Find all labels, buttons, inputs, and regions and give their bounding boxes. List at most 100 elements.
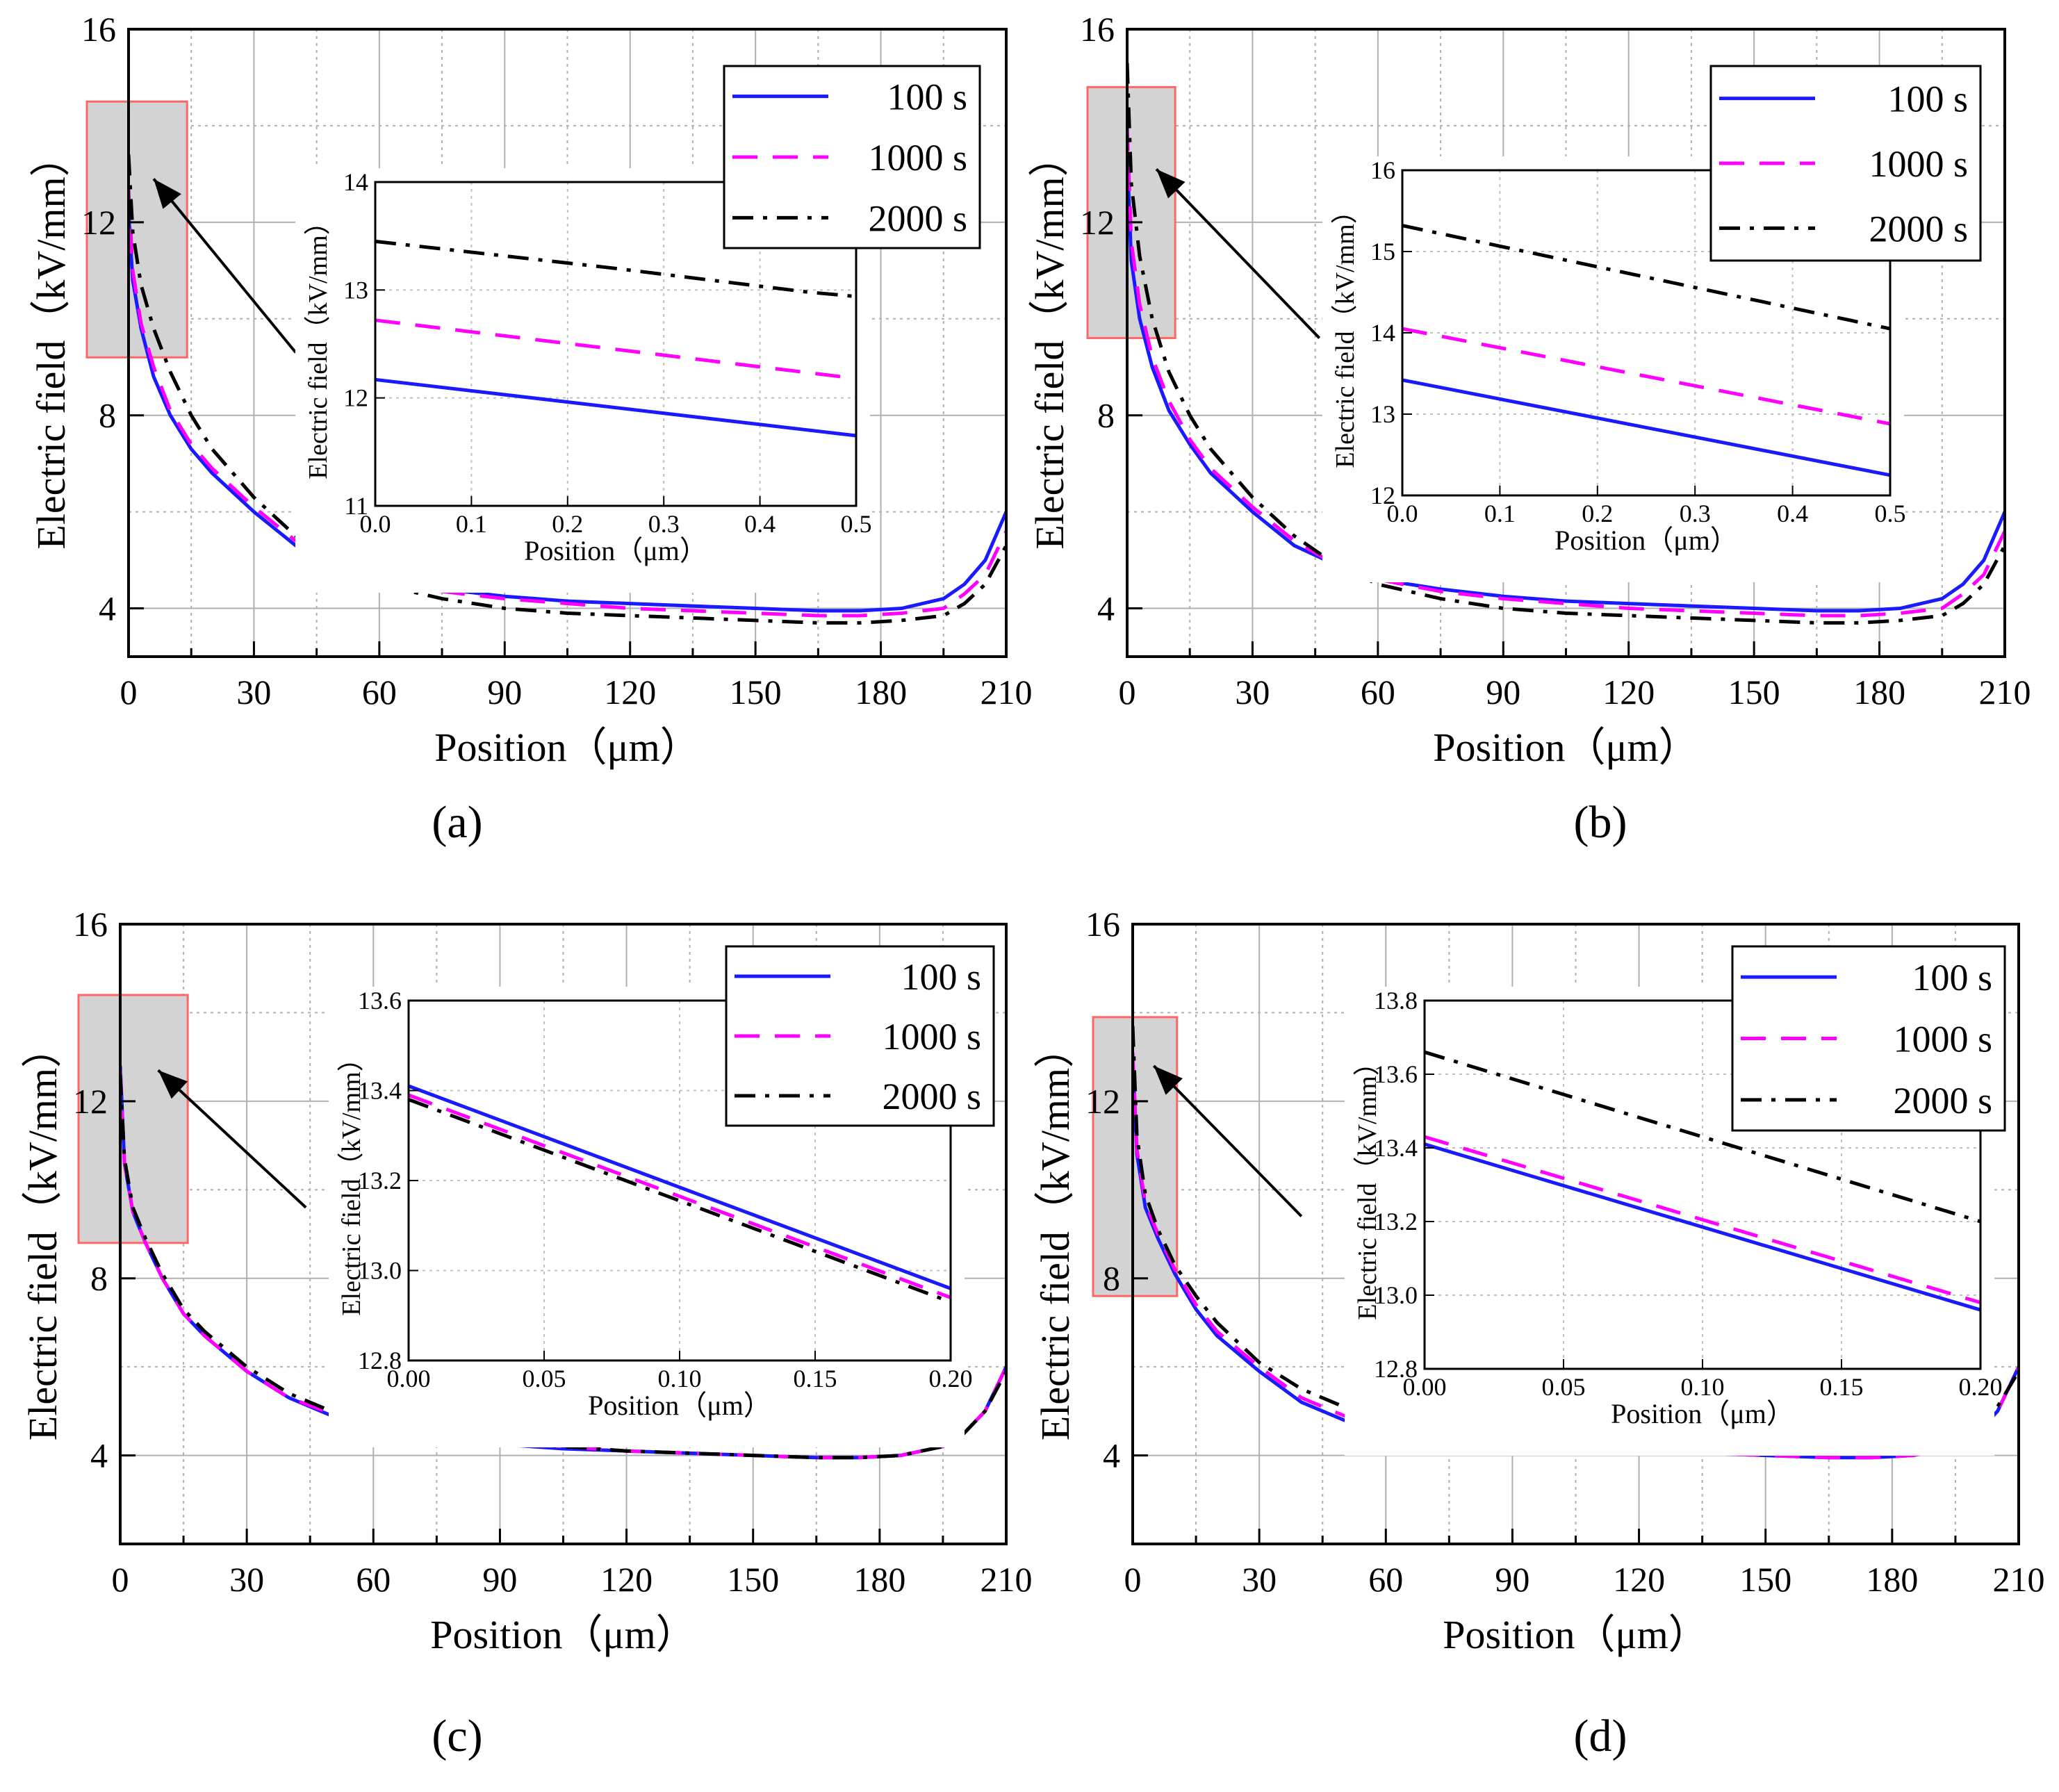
inset-series-line-1000s — [408, 1093, 951, 1299]
x-tick-label: 180 — [1853, 673, 1905, 712]
x-tick-label: 60 — [362, 673, 397, 712]
inset-y-tick-label: 13.8 — [1374, 987, 1418, 1014]
arrow-head — [154, 179, 181, 209]
inset-x-tick-label: 0.10 — [658, 1365, 702, 1392]
inset-series-line-2000s — [375, 239, 857, 299]
x-tick-label: 150 — [1739, 1560, 1791, 1599]
x-tick-label: 210 — [981, 1560, 1033, 1599]
x-axis-label: Position（μm） — [430, 1612, 696, 1657]
legend-d: 100 s 1000 s 2000 s — [1731, 945, 2006, 1132]
inset-x-tick-label: 0.3 — [1680, 500, 1711, 527]
inset-x-tick-label: 0.20 — [929, 1365, 973, 1392]
inset-y-tick-label: 13.0 — [358, 1257, 402, 1285]
highlight-box — [77, 994, 189, 1244]
legend-label: 100 s — [901, 956, 981, 998]
inset-x-tick-label: 0.0 — [360, 510, 391, 538]
y-tick-label: 8 — [90, 1259, 108, 1298]
inset-x-tick-label: 0.20 — [1959, 1373, 2003, 1401]
inset-y-tick-label: 13.0 — [1374, 1281, 1418, 1309]
y-axis-label: Electric field（kV/mm） — [28, 136, 74, 549]
legend-label: 100 s — [887, 76, 967, 118]
inset-series-line-2000s — [1424, 1050, 1981, 1224]
arrow-head — [1154, 1065, 1183, 1095]
inset-series-line-100s — [1402, 378, 1891, 477]
inset-y-tick-label: 13.4 — [1374, 1134, 1418, 1162]
x-tick-label: 0 — [1124, 1560, 1142, 1599]
x-tick-label: 120 — [1602, 673, 1655, 712]
y-tick-label: 8 — [1097, 396, 1115, 435]
inset-x-tick-label: 0.4 — [1777, 500, 1808, 527]
x-tick-label: 0 — [1119, 673, 1136, 712]
x-tick-label: 90 — [482, 1560, 517, 1599]
inset-x-tick-label: 0.3 — [648, 510, 680, 538]
y-tick-label: 4 — [99, 589, 116, 628]
x-tick-label: 90 — [1495, 1560, 1529, 1599]
y-tick-label: 8 — [1103, 1259, 1120, 1298]
series-line-1000s — [1127, 125, 2005, 618]
inset-x-tick-label: 0.1 — [1484, 500, 1516, 527]
x-tick-label: 120 — [600, 1560, 653, 1599]
y-tick-label: 12 — [1085, 1082, 1120, 1121]
legend-label: 100 s — [1887, 79, 1968, 120]
legend-label: 2000 s — [868, 197, 967, 239]
series-line-2000s — [1127, 63, 2005, 625]
series-line-2000s — [129, 154, 1006, 625]
inset-y-tick-label: 13.6 — [1374, 1060, 1418, 1088]
inset-x-axis-label: Position（μm） — [588, 1390, 771, 1421]
x-tick-label: 180 — [855, 673, 907, 712]
inset-x-tick-label: 0.5 — [841, 510, 872, 538]
inset-y-tick-label: 13.2 — [358, 1167, 402, 1194]
x-tick-label: 150 — [727, 1560, 779, 1599]
inset-x-tick-label: 0.0 — [1387, 500, 1418, 527]
inset-x-tick-label: 0.4 — [744, 510, 776, 538]
legend-label: 2000 s — [1893, 1080, 1992, 1121]
inset-x-tick-label: 0.05 — [1542, 1373, 1586, 1401]
inset-x-axis-label: Position（μm） — [1611, 1398, 1794, 1429]
x-tick-label: 150 — [730, 673, 782, 712]
callout-arrow — [1155, 168, 1321, 339]
y-tick-label: 12 — [73, 1082, 108, 1121]
inset-series-line-1000s — [1402, 327, 1891, 426]
inset-x-axis-label: Position（μm） — [524, 535, 707, 566]
inset-y-tick-label: 12.8 — [358, 1347, 402, 1374]
inset-series-line-2000s — [1402, 224, 1891, 331]
inset-x-tick-label: 0.2 — [552, 510, 583, 538]
panel-label: (a) — [432, 797, 482, 848]
panel-a: 0 30 60 90 120 150 180 210 4 8 12 16 Position（μm） Ele… — [28, 10, 1033, 848]
inset-series-line-100s — [375, 377, 857, 438]
series-line-1000s — [129, 188, 1006, 618]
x-tick-label: 60 — [1361, 673, 1395, 712]
inset-y-tick-label: 12.8 — [1374, 1355, 1418, 1383]
x-tick-label: 180 — [1866, 1560, 1918, 1599]
inset-y-tick-label: 16 — [1370, 156, 1395, 184]
inset-y-axis-label: Electric field（kV/mm） — [304, 208, 333, 479]
legend-label: 1000 s — [868, 137, 967, 179]
y-axis-label: Electric field（kV/mm） — [1027, 136, 1072, 549]
inset-series-line-1000s — [375, 318, 857, 381]
inset-x-tick-label: 0.1 — [456, 510, 487, 538]
x-tick-label: 90 — [487, 673, 522, 712]
x-tick-label: 30 — [1242, 1560, 1277, 1599]
inset-y-tick-label: 13 — [343, 276, 368, 304]
panel-b: 0 30 60 90 120 150 180 210 4 8 12 16 Position（μm） Ele… — [1027, 10, 2031, 848]
x-tick-label: 150 — [1728, 673, 1780, 712]
x-tick-label: 0 — [112, 1560, 129, 1599]
panel-c: 0 30 60 90 120 150 180 210 4 8 12 16 Position（μm） Ele… — [20, 905, 1033, 1761]
inset-series-line-2000s — [408, 1098, 951, 1304]
y-tick-label: 16 — [81, 10, 116, 49]
x-tick-label: 90 — [1486, 673, 1520, 712]
inset-x-axis-label: Position（μm） — [1554, 525, 1738, 556]
inset-y-tick-label: 11 — [344, 492, 368, 520]
inset-y-axis-label: Electric field（kV/mm） — [1331, 197, 1360, 468]
inset-y-tick-label: 14 — [343, 168, 368, 196]
panel-label: (d) — [1574, 1711, 1627, 1761]
inset-y-tick-label: 13.4 — [358, 1077, 402, 1105]
x-axis-label: Position（μm） — [1433, 725, 1698, 770]
x-tick-label: 30 — [236, 673, 271, 712]
callout-arrow — [157, 1069, 307, 1209]
x-tick-label: 210 — [1979, 673, 2031, 712]
inset-x-tick-label: 0.15 — [794, 1365, 837, 1392]
x-tick-label: 60 — [1368, 1560, 1403, 1599]
legend-label: 1000 s — [1893, 1019, 1992, 1060]
